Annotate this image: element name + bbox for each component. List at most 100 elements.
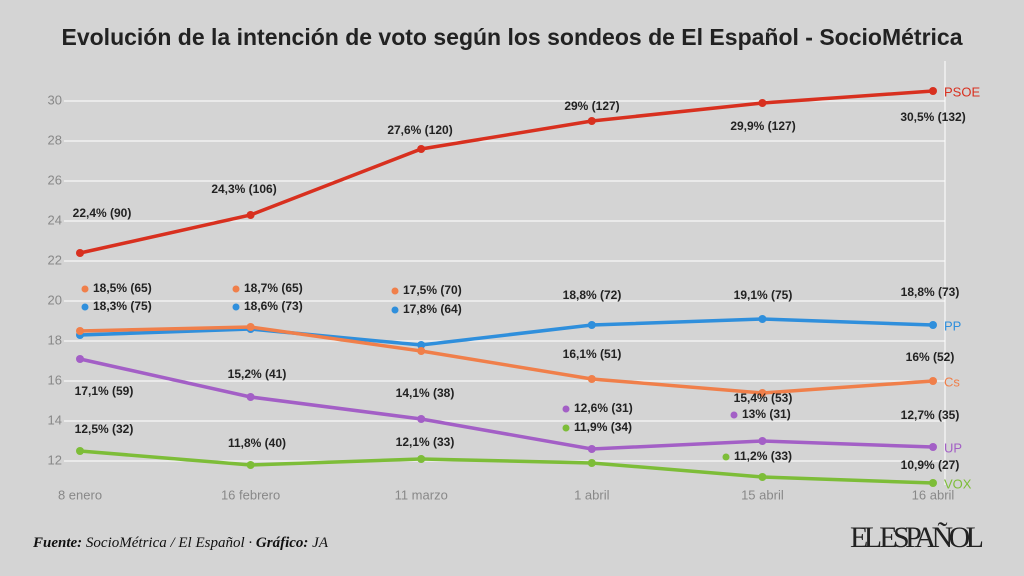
data-point	[758, 437, 767, 445]
data-label: 29% (127)	[564, 99, 619, 113]
data-point	[246, 461, 255, 469]
data-point	[417, 347, 426, 355]
data-label: 19,1% (75)	[734, 288, 793, 302]
data-label: 15,4% (53)	[734, 391, 793, 405]
data-label: 11,8% (40)	[228, 436, 286, 450]
data-label: 16,1% (51)	[563, 347, 622, 361]
series-name: PP	[944, 318, 961, 333]
data-point	[587, 375, 596, 383]
data-point	[417, 415, 426, 423]
data-label: 15,2% (41)	[228, 367, 287, 381]
data-point	[758, 315, 767, 323]
data-point	[929, 87, 937, 95]
x-tick-label: 16 abril	[912, 487, 955, 502]
label-bullet	[562, 405, 570, 413]
y-tick-label: 22	[48, 252, 62, 267]
data-label: 22,4% (90)	[73, 206, 132, 220]
data-point	[929, 479, 937, 487]
series-line	[79, 325, 934, 395]
y-tick-label: 26	[48, 172, 62, 187]
data-label: 17,8% (64)	[403, 302, 462, 316]
data-label: 12,5% (32)	[75, 422, 134, 436]
x-tick-label: 15 abril	[741, 487, 784, 502]
data-point	[246, 323, 255, 331]
y-tick-label: 24	[48, 212, 62, 227]
data-point	[929, 377, 937, 385]
data-point	[758, 99, 767, 107]
data-point	[929, 443, 937, 451]
y-tick-label: 28	[48, 132, 62, 147]
footer: Fuente: SocioMétrica / El Español · Gráf…	[32, 535, 329, 551]
y-tick-label: 20	[48, 292, 62, 307]
source-label: Fuente:	[32, 535, 82, 551]
data-label: 12,6% (31)	[574, 401, 633, 415]
series-line	[79, 357, 934, 451]
series-line	[79, 449, 934, 485]
data-point	[417, 341, 426, 349]
data-point	[587, 117, 596, 125]
label-bullet	[562, 424, 570, 432]
data-point	[587, 459, 596, 467]
data-point	[929, 321, 937, 329]
source: SocioMétrica / El Español ·	[86, 535, 252, 551]
y-tick-label: 12	[48, 452, 62, 467]
logo: EL ESPAÑOL	[850, 521, 984, 554]
data-label: 24,3% (106)	[211, 182, 276, 196]
chart-title: Evolución de la intención de voto según …	[62, 24, 963, 50]
data-label: 13% (31)	[742, 407, 791, 421]
data-label: 12,1% (33)	[396, 435, 455, 449]
label-bullet	[730, 411, 738, 419]
data-label: 27,6% (120)	[387, 123, 452, 137]
data-label: 18,5% (65)	[93, 281, 152, 295]
credit-label: Gráfico:	[256, 535, 309, 551]
data-point	[76, 327, 84, 335]
data-point	[758, 389, 767, 397]
data-label: 17,5% (70)	[403, 283, 462, 297]
label-bullet	[232, 285, 240, 293]
data-label: 14,1% (38)	[396, 386, 455, 400]
y-tick-label: 18	[48, 332, 62, 347]
data-label: 17,1% (59)	[75, 384, 134, 398]
data-label: 30,5% (132)	[900, 110, 965, 124]
series-line	[79, 317, 934, 347]
data-point	[587, 445, 596, 453]
series-name: VOX	[944, 476, 972, 491]
x-tick-label: 11 marzo	[395, 487, 448, 502]
data-label: 18,8% (73)	[901, 285, 960, 299]
y-tick-label: 14	[48, 412, 62, 427]
data-label: 11,9% (34)	[574, 420, 632, 434]
label-bullet	[81, 303, 89, 311]
data-label: 18,8% (72)	[563, 288, 622, 302]
x-tick-label: 16 febrero	[221, 487, 280, 502]
data-label: 10,9% (27)	[901, 458, 960, 472]
data-label: 18,6% (73)	[244, 299, 303, 313]
data-label: 16% (52)	[906, 350, 955, 364]
data-point	[417, 455, 426, 463]
label-bullet	[81, 285, 89, 293]
data-point	[76, 355, 84, 363]
data-point	[587, 321, 596, 329]
credit: JA	[312, 535, 329, 551]
label-bullet	[391, 306, 399, 314]
data-point	[758, 473, 767, 481]
label-bullet	[232, 303, 240, 311]
series-name: PSOE	[944, 84, 980, 99]
data-label: 18,3% (75)	[93, 299, 152, 313]
data-point	[76, 447, 84, 455]
series-name: UP	[944, 440, 962, 455]
data-point	[246, 211, 255, 219]
y-tick-label: 16	[48, 372, 62, 387]
data-point	[246, 393, 255, 401]
x-tick-label: 8 enero	[58, 487, 102, 502]
x-tick-label: 1 abril	[574, 487, 610, 502]
data-label: 29,9% (127)	[730, 119, 795, 133]
data-point	[76, 249, 84, 257]
data-point	[417, 145, 426, 153]
y-tick-label: 30	[48, 92, 62, 107]
label-bullet	[722, 453, 730, 461]
plot: 12 14 16 18 20 22 24 26 28 30 8 enero 16 febrero 11 …	[48, 61, 980, 502]
label-bullet	[391, 287, 399, 295]
data-label: 11,2% (33)	[734, 449, 792, 463]
